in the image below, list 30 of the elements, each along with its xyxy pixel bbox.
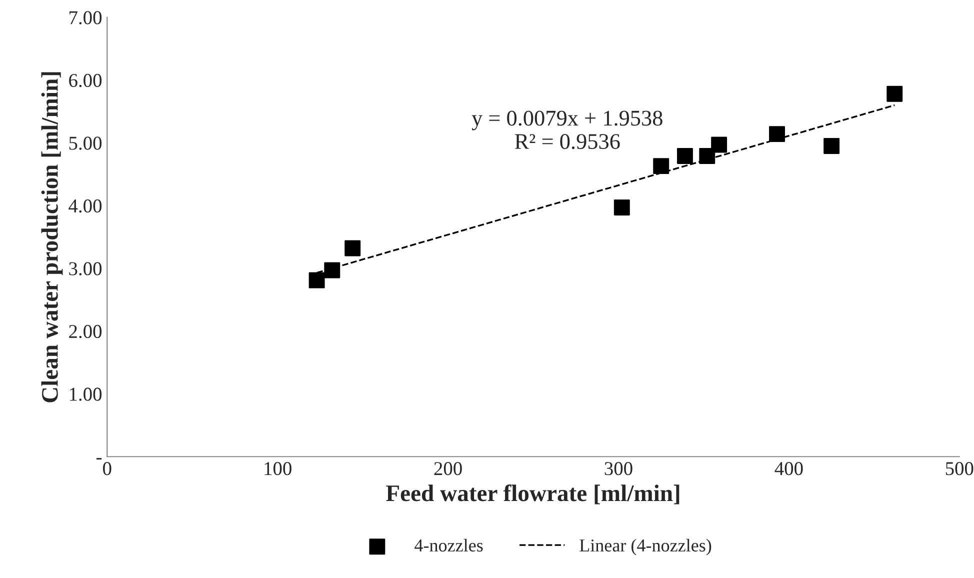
point	[676, 148, 693, 164]
x-tick-label: 500	[946, 462, 974, 476]
point	[308, 272, 325, 288]
point	[344, 240, 361, 256]
y-axis-title: Clean water production [ml/min]	[41, 72, 63, 402]
legend-label: 4-nozzles	[414, 538, 483, 552]
point	[886, 86, 903, 102]
x-tick-label: 200	[434, 462, 462, 476]
x-tick-label: 300	[604, 462, 632, 476]
x-tick-label: 0	[103, 462, 112, 476]
y-tick-label: 3.00	[69, 262, 102, 276]
y-tick-label: 7.00	[70, 11, 102, 24]
y-tick-label: 4.00	[68, 199, 102, 213]
x-axis-title: Feed water flowrate [ml/min]	[386, 484, 680, 504]
point	[614, 200, 630, 216]
y-tick-label: 5.00	[69, 136, 102, 150]
annotation: y = 0.0079x + 1.9538 R² = 0.9536	[472, 110, 662, 150]
point	[653, 158, 670, 174]
y-tick-label: 6.00	[69, 74, 102, 88]
point	[324, 262, 340, 278]
y-tick-label: 2.00	[69, 324, 102, 338]
x-tick-label: 100	[264, 462, 292, 476]
legend-label: Linear (4-nozzles)	[580, 538, 712, 556]
point	[699, 148, 716, 164]
point	[711, 136, 728, 153]
point	[824, 138, 840, 154]
y-tick-label: -	[96, 458, 102, 460]
point	[769, 126, 785, 142]
y-tick-label: 1.00	[70, 388, 102, 401]
x-tick-label: 400	[774, 462, 803, 476]
